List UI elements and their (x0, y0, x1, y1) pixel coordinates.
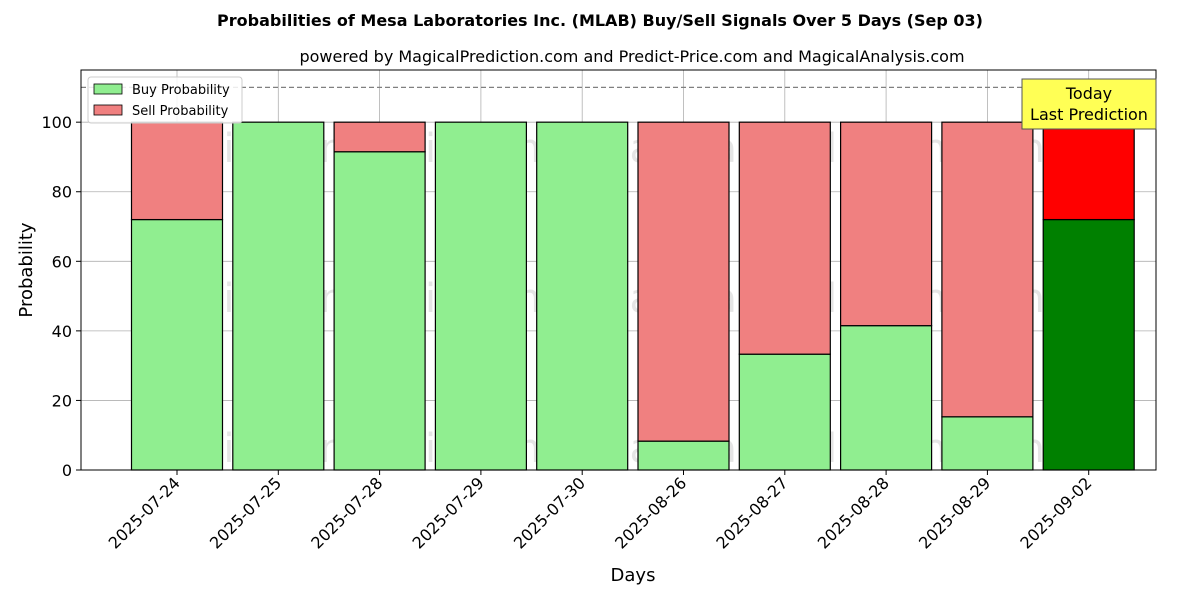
x-tick-label: 2025-07-24 (105, 473, 184, 552)
x-tick-label: 2025-08-26 (611, 473, 690, 552)
chart-title: Probabilities of Mesa Laboratories Inc. … (217, 11, 983, 30)
y-tick-label: 40 (52, 322, 72, 341)
x-tick-label: 2025-09-02 (1016, 473, 1095, 552)
y-tick-label: 80 (52, 183, 72, 202)
chart-subtitle: powered by MagicalPrediction.com and Pre… (299, 47, 964, 66)
bar-sell-2025-08-27 (738, 121, 831, 355)
x-tick-label: 2025-07-29 (409, 473, 488, 552)
bar-buy-2025-07-25 (232, 121, 325, 471)
legend-label-sell: Sell Probability (132, 104, 229, 119)
y-tick-label: 60 (52, 252, 72, 271)
bar-buy-2025-07-24 (130, 218, 224, 471)
x-tick-label: 2025-08-29 (915, 473, 994, 552)
bar-buy-2025-08-26 (637, 440, 730, 471)
x-tick-label: 2025-07-28 (307, 473, 386, 552)
annotation-line-2: Last Prediction (1030, 105, 1148, 124)
y-tick-label: 0 (62, 461, 72, 480)
y-axis-label: Probability (16, 222, 37, 317)
bar-buy-2025-07-30 (536, 121, 629, 471)
bar-sell-2025-07-24 (130, 121, 224, 221)
bar-buy-2025-09-02 (1042, 218, 1135, 471)
bar-buy-2025-08-27 (738, 353, 831, 471)
bars-layer (130, 121, 1135, 471)
today-annotation: Today Last Prediction (1021, 78, 1157, 130)
bar-sell-2025-08-28 (839, 121, 933, 327)
plot-frame (80, 69, 1157, 471)
annotation-line-1: Today (1065, 84, 1112, 103)
x-tick-label: 2025-08-27 (712, 473, 791, 552)
legend-label-buy: Buy Probability (132, 83, 230, 98)
bar-sell-2025-08-29 (941, 121, 1034, 418)
bar-buy-2025-07-29 (434, 121, 527, 471)
x-tick-label: 2025-08-28 (814, 473, 893, 552)
y-tick-label: 100 (41, 113, 72, 132)
legend-swatch-buy (93, 83, 123, 95)
bar-sell-2025-09-02 (1042, 121, 1135, 221)
legend: Buy Probability Sell Probability (87, 76, 243, 124)
annotation-box (1021, 78, 1157, 130)
y-tick-label: 20 (52, 391, 72, 410)
bar-sell-2025-08-26 (637, 121, 730, 442)
x-tick-label: 2025-07-25 (206, 473, 285, 552)
bar-buy-2025-07-28 (333, 151, 426, 471)
x-tick-label: 2025-07-30 (510, 473, 589, 552)
bar-buy-2025-08-29 (941, 416, 1034, 471)
legend-swatch-sell (93, 104, 123, 116)
bar-buy-2025-08-28 (839, 325, 933, 471)
legend-frame (87, 76, 243, 124)
bar-sell-2025-07-28 (333, 121, 426, 153)
x-axis-label: Days (611, 565, 656, 586)
